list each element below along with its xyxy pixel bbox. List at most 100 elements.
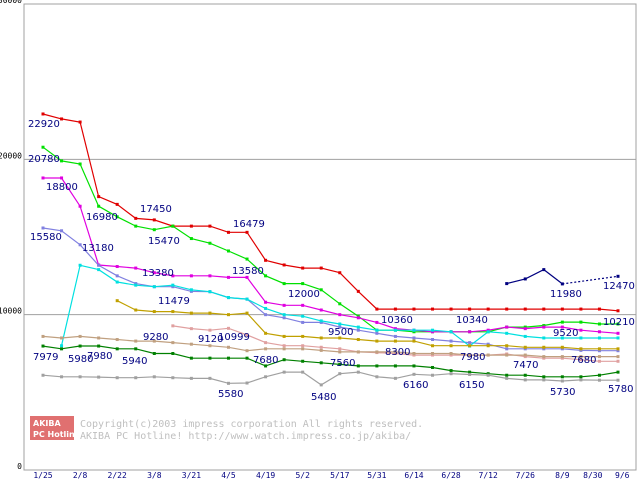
data-point — [560, 347, 564, 351]
data-point — [542, 325, 546, 329]
data-label: 11479 — [158, 296, 190, 307]
data-point — [579, 336, 583, 340]
x-tick-label: 3/8 — [147, 471, 162, 480]
akiba-logo — [30, 416, 74, 440]
data-point — [319, 288, 323, 292]
data-point — [523, 307, 527, 311]
data-point — [449, 369, 453, 373]
data-point — [356, 364, 360, 368]
x-tick-label: 2/22 — [108, 471, 127, 480]
data-point — [486, 372, 490, 376]
data-point — [97, 268, 101, 272]
data-point — [542, 356, 546, 360]
series-line — [42, 345, 619, 378]
data-label: 10360 — [381, 315, 413, 326]
data-point — [412, 339, 416, 343]
data-point — [319, 266, 323, 270]
data-point — [264, 347, 268, 351]
x-tick-label: 7/12 — [479, 471, 498, 480]
data-point — [282, 313, 286, 317]
data-point — [226, 296, 230, 300]
data-point — [171, 352, 175, 355]
data-point — [579, 307, 583, 311]
data-point — [468, 330, 472, 334]
data-label: 22920 — [28, 119, 60, 130]
data-point — [171, 376, 175, 380]
data-point — [375, 350, 379, 354]
data-point — [375, 328, 379, 332]
data-point — [41, 176, 45, 180]
data-point — [208, 356, 212, 360]
data-point — [412, 307, 416, 311]
data-point — [486, 342, 490, 346]
data-label: 9280 — [143, 332, 168, 343]
data-point — [431, 365, 435, 369]
data-point — [523, 327, 527, 331]
data-label: 16980 — [86, 212, 118, 223]
data-point — [338, 372, 342, 376]
data-point — [264, 274, 268, 278]
data-point — [356, 338, 360, 342]
data-point — [78, 162, 82, 166]
data-point — [431, 373, 435, 377]
data-point — [189, 376, 193, 380]
data-point — [226, 230, 230, 234]
data-point — [560, 355, 564, 359]
data-point — [560, 345, 564, 349]
data-point — [319, 383, 323, 387]
data-point — [338, 347, 342, 351]
data-point — [338, 302, 342, 306]
series-line — [42, 335, 618, 358]
data-point — [208, 241, 212, 245]
data-point — [245, 297, 249, 301]
data-point — [505, 325, 509, 329]
data-point — [171, 341, 175, 345]
data-point — [393, 352, 397, 355]
data-label: 6150 — [459, 380, 484, 391]
data-point — [523, 325, 527, 329]
series-line — [506, 268, 563, 285]
data-point — [523, 334, 527, 338]
data-point — [356, 325, 360, 329]
data-point — [171, 324, 175, 328]
data-point — [375, 364, 379, 368]
data-point — [560, 356, 564, 360]
data-label: 5580 — [218, 389, 243, 400]
data-point — [245, 275, 249, 279]
data-point — [542, 324, 546, 328]
data-point — [505, 373, 509, 377]
data-point — [393, 328, 397, 332]
data-point — [338, 350, 342, 354]
data-point — [264, 258, 268, 262]
data-point — [597, 359, 601, 363]
data-point — [319, 336, 323, 340]
data-point — [41, 334, 45, 338]
data-point — [264, 313, 268, 317]
data-point — [245, 311, 249, 315]
data-point — [189, 288, 193, 292]
data-point — [189, 356, 193, 360]
x-tick-label: 4/5 — [221, 471, 236, 480]
data-point — [468, 307, 472, 311]
data-point — [393, 339, 397, 343]
data-label: 5780 — [608, 384, 633, 395]
data-point — [189, 224, 193, 228]
data-label: 8300 — [385, 347, 410, 358]
data-point — [412, 372, 416, 376]
data-point — [78, 263, 82, 267]
data-point — [226, 275, 230, 279]
data-point — [468, 353, 472, 357]
data-point — [152, 375, 156, 379]
data-point — [115, 376, 119, 380]
data-point — [134, 339, 138, 343]
data-label: 9500 — [328, 327, 353, 338]
data-point — [412, 328, 416, 332]
data-point — [616, 355, 620, 359]
data-point — [579, 375, 583, 379]
data-label: 7470 — [513, 360, 538, 371]
data-point — [282, 347, 286, 351]
data-label: 5730 — [550, 387, 575, 398]
data-point — [245, 381, 249, 385]
y-tick-label: 20000 — [0, 151, 22, 160]
data-point — [41, 344, 45, 348]
